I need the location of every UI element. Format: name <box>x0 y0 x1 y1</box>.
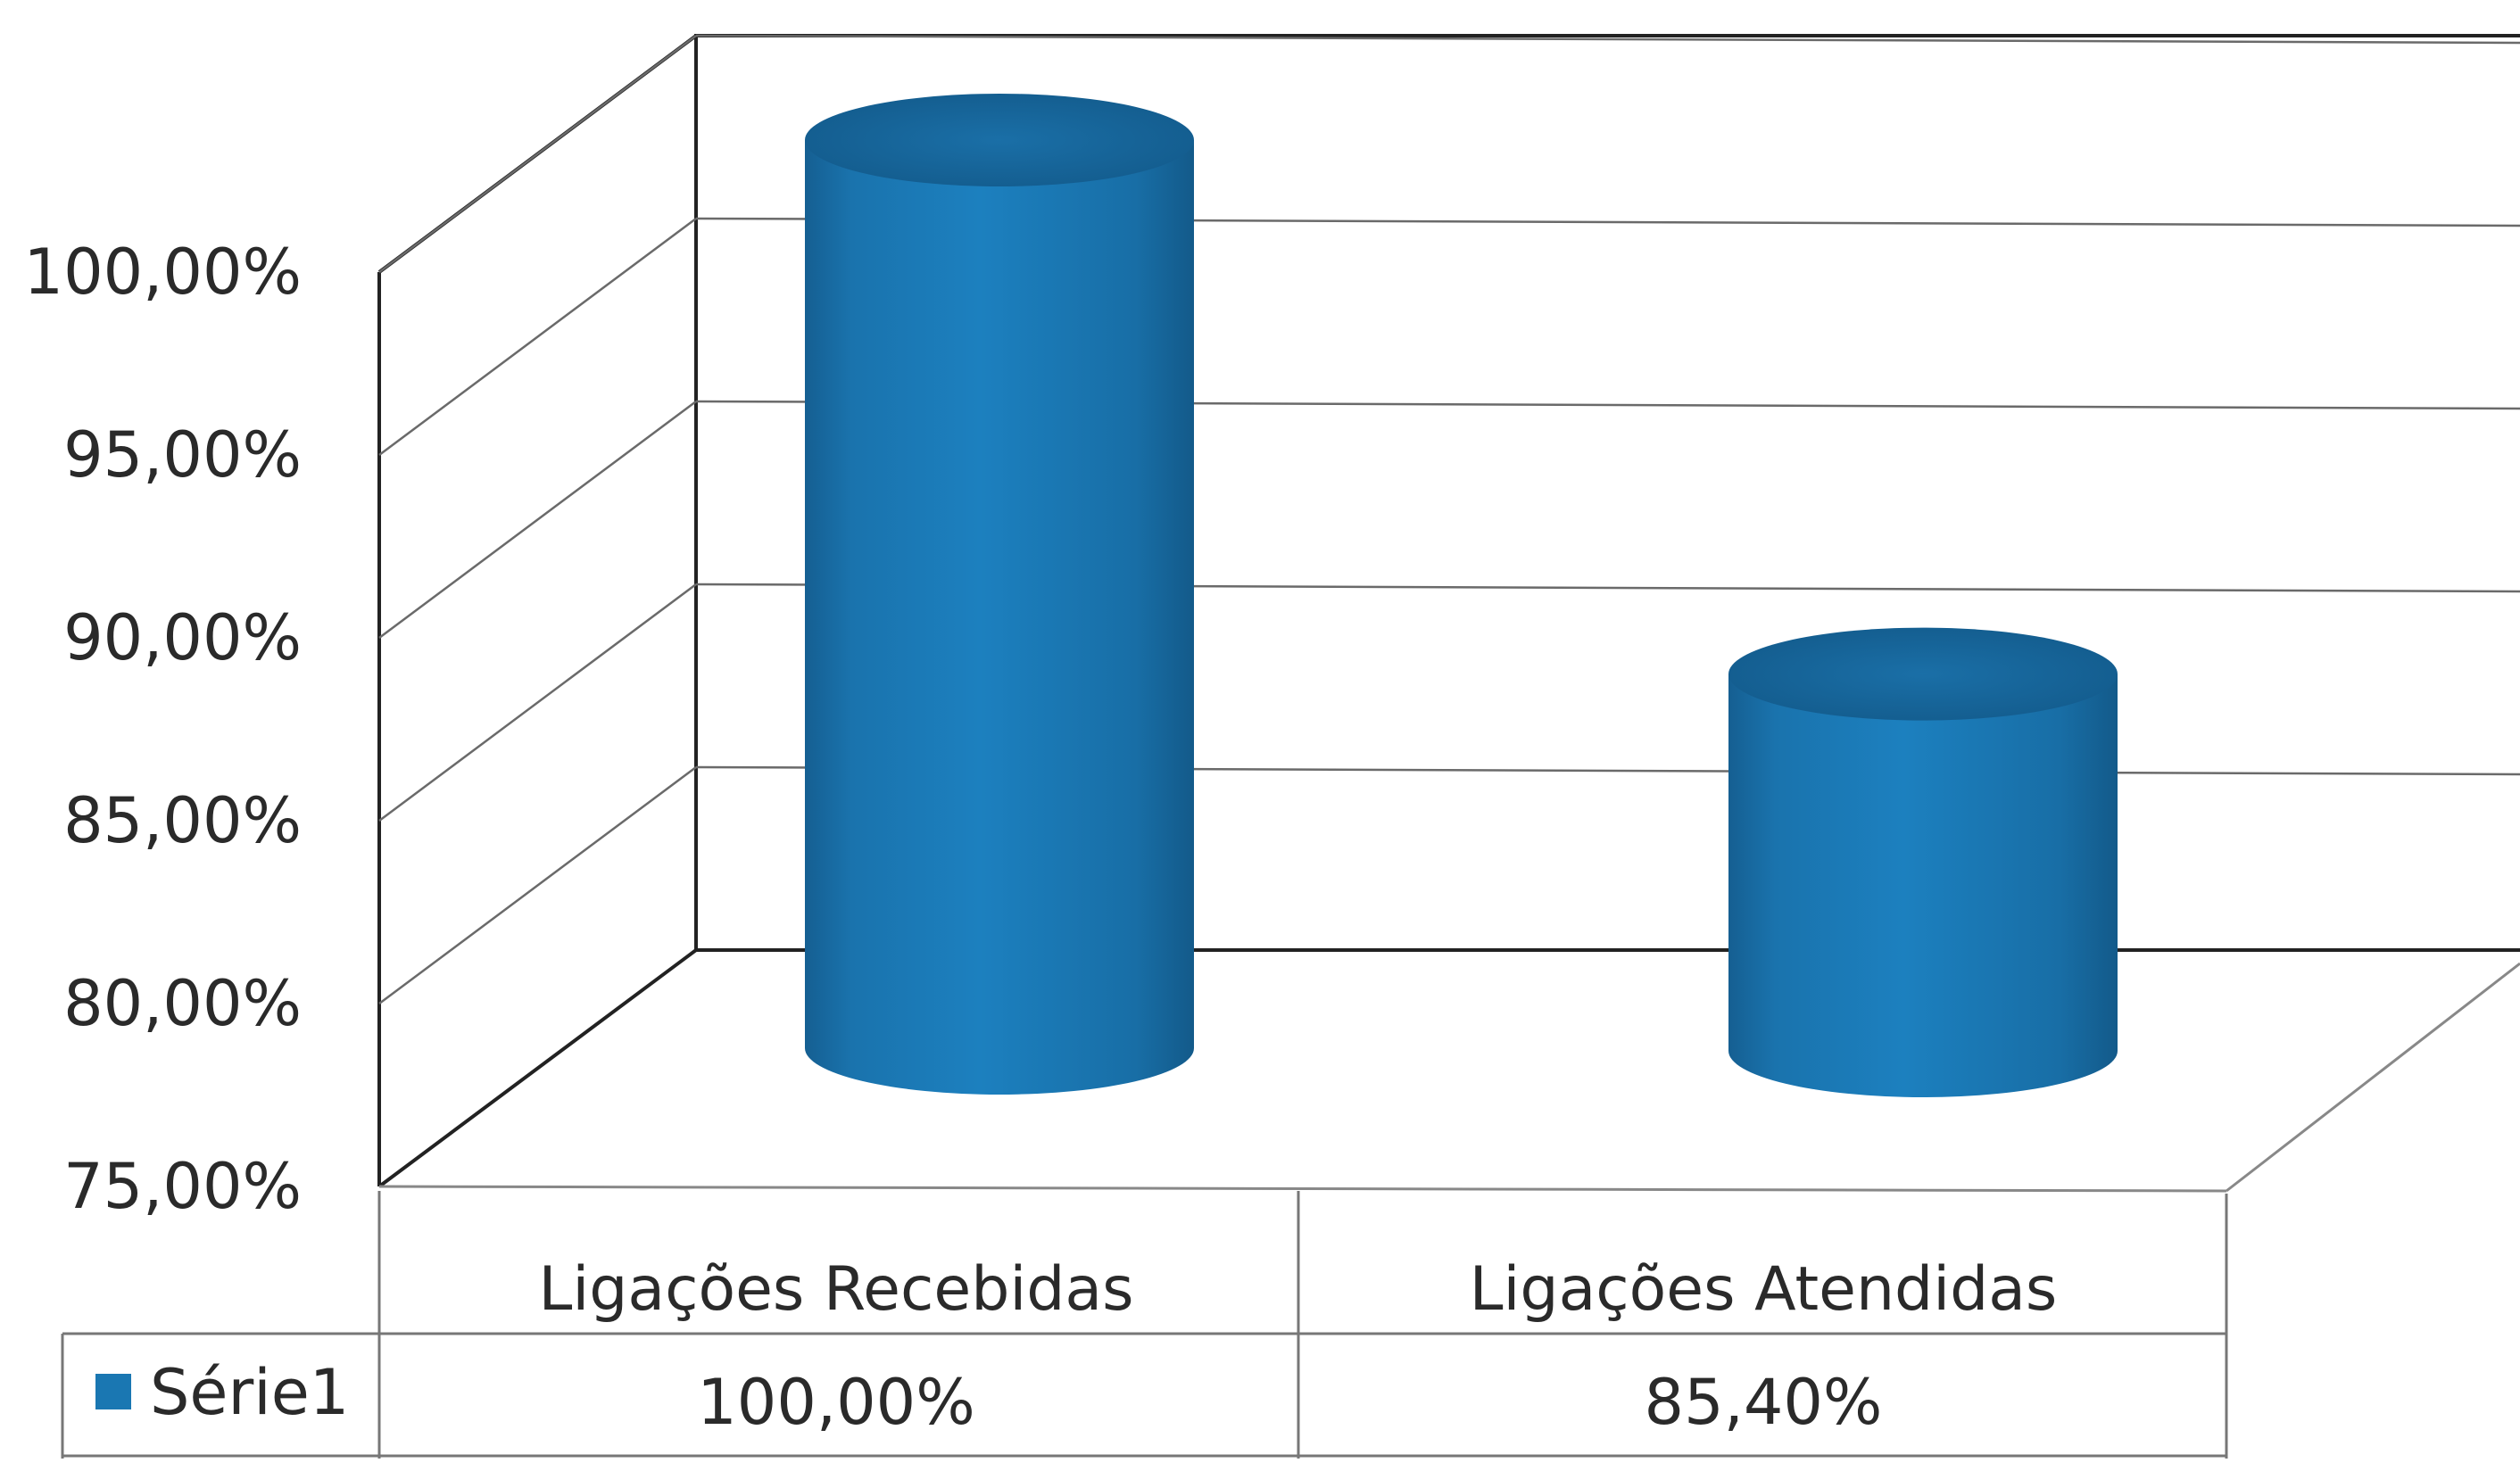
gridline-side-4 <box>378 217 697 457</box>
floor-left-edge <box>377 948 698 1188</box>
y-tick-label-4: 95,00% <box>63 418 302 492</box>
data-table: Ligações Recebidas Ligações Atendidas Sé… <box>61 1191 2228 1459</box>
bar-top-0 <box>805 94 1194 186</box>
legend-swatch <box>95 1374 131 1409</box>
back-wall <box>694 34 2520 952</box>
floor-front-edge <box>378 1185 2227 1193</box>
floor-right-edge <box>2226 962 2520 1193</box>
bar-top-1 <box>1728 627 2118 721</box>
data-table-value-1: 85,40% <box>1645 1366 1883 1439</box>
gridline-side-3 <box>378 400 697 640</box>
y-axis-ticks: 75,00% 80,00% 85,00% 90,00% 95,00% 100,00% <box>24 236 302 1223</box>
gridline-side-1 <box>378 765 697 1005</box>
y-tick-label-1: 80,00% <box>63 967 302 1040</box>
bar-body-0 <box>805 140 1194 1095</box>
bar-1 <box>1728 627 2118 1097</box>
y-tick-label-2: 85,00% <box>63 784 302 857</box>
chart-frame <box>377 34 2520 1193</box>
bar-body-1 <box>1728 674 2118 1097</box>
bars <box>805 94 2118 1097</box>
series-label: Série1 <box>150 1356 349 1429</box>
y-tick-label-3: 90,00% <box>63 601 302 674</box>
gridline-side-5 <box>378 34 697 274</box>
data-table-value-0: 100,00% <box>697 1366 974 1439</box>
gridline-side-2 <box>378 583 697 822</box>
bar-0 <box>805 94 1194 1095</box>
category-label-0: Ligações Recebidas <box>538 1254 1133 1325</box>
gridlines <box>378 34 2520 1005</box>
y-tick-label-0: 75,00% <box>63 1150 302 1223</box>
y-tick-label-5: 100,00% <box>24 236 302 309</box>
gridline-back-5 <box>695 34 2520 45</box>
category-label-1: Ligações Atendidas <box>1470 1254 2058 1325</box>
